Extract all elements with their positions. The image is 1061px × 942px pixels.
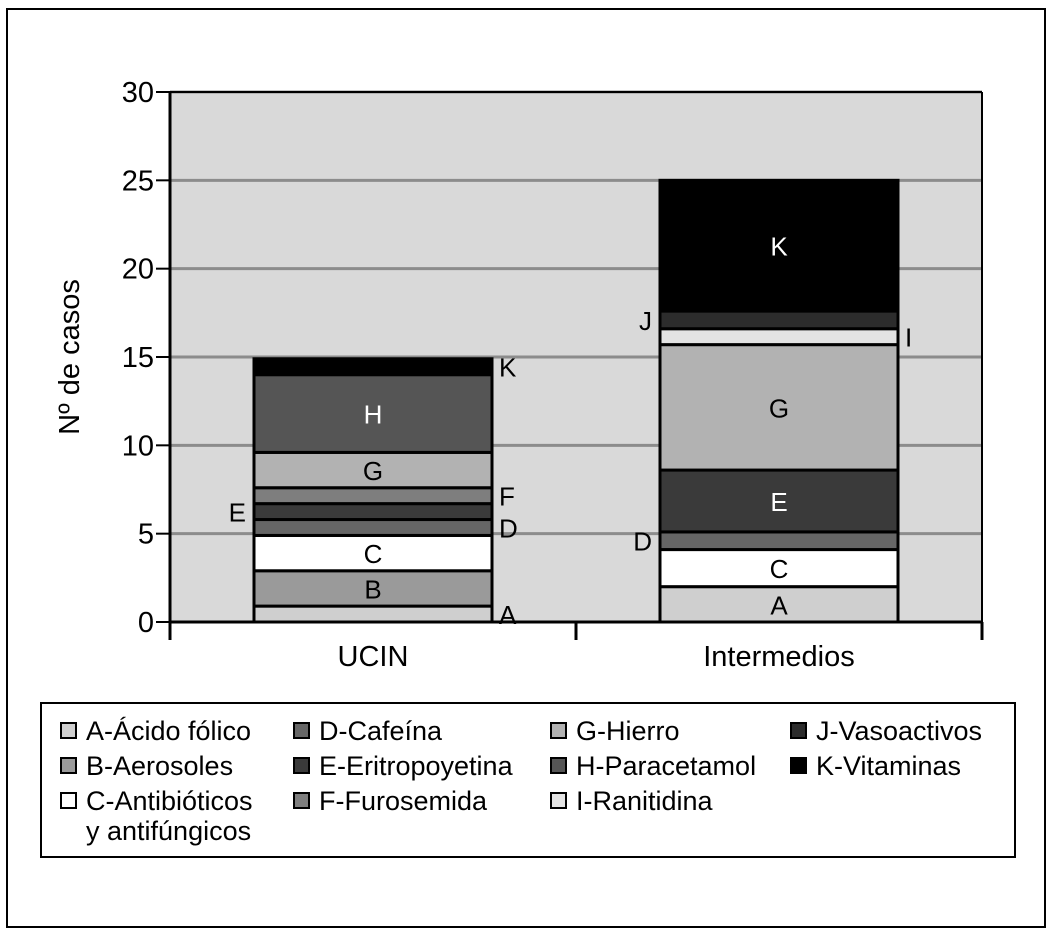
legend-item-a: A-Ácido fólico [60, 716, 251, 746]
data-label-k: K [499, 353, 517, 383]
bar-segment-k [658, 178, 900, 313]
data-label-c: C [364, 539, 383, 569]
legend-swatch-h [550, 757, 567, 774]
legend-label: K-Vitaminas [816, 751, 962, 781]
y-tick-label: 10 [122, 430, 154, 462]
data-label-j: J [639, 306, 652, 336]
legend-item-b: B-Aerosoles [60, 751, 233, 781]
y-tick-label: 20 [122, 254, 154, 286]
bar-segment-d [658, 530, 900, 552]
legend-swatch-f [293, 792, 310, 809]
data-label-d: D [499, 513, 518, 543]
bar-segment-f [252, 486, 494, 506]
legend-swatch-g [550, 722, 567, 739]
data-label-f: F [499, 482, 515, 512]
bar-segment-i [658, 327, 900, 347]
y-tick-label: 0 [138, 607, 154, 639]
bar-segment-d [252, 518, 494, 537]
legend-swatch-d [293, 722, 310, 739]
bar-segment-j [658, 309, 900, 331]
legend-label: J-Vasoactivos [816, 716, 983, 746]
bar-segment-h [252, 373, 494, 454]
legend-swatch-i [550, 792, 567, 809]
data-label-d: D [633, 527, 652, 557]
figure-frame [6, 8, 1046, 928]
chart-legend: A-Ácido fólico D-Cafeína G-Hierro J-Vasoact… [40, 702, 1016, 858]
data-label-g: G [769, 393, 789, 423]
legend-label: F-Furosemida [319, 786, 488, 816]
legend-swatch-b [60, 757, 77, 774]
data-label-e: E [770, 487, 787, 517]
data-label-a: A [770, 590, 788, 620]
legend-swatch-k [790, 757, 807, 774]
legend-swatch-c [60, 792, 77, 809]
y-tick-label: 25 [122, 165, 154, 197]
y-tick-label: 5 [138, 519, 154, 551]
y-tick-label: 15 [122, 342, 154, 374]
data-label-b: B [364, 574, 381, 604]
bar-segment-c [252, 533, 494, 573]
y-axis-title: Nº de casos [54, 279, 86, 435]
bar-segment-k [252, 357, 494, 377]
data-label-c: C [770, 554, 789, 584]
x-tick-label: Intermedios [703, 641, 855, 673]
y-tick-label: 30 [122, 77, 154, 109]
bar-segment-a [252, 604, 494, 624]
x-tick-label: UCIN [338, 641, 409, 673]
legend-item-g: G-Hierro [550, 716, 680, 746]
data-label-e: E [229, 498, 246, 528]
bar-segment-e [252, 502, 494, 522]
legend-item-e: E-Eritropoyetina [293, 751, 513, 781]
data-label-a: A [499, 600, 517, 630]
legend-item-k: K-Vitaminas [790, 751, 961, 781]
legend-item-i: I-Ranitidina [550, 786, 713, 816]
legend-item-j: J-Vasoactivos [790, 716, 982, 746]
legend-swatch-j [790, 722, 807, 739]
legend-item-h: H-Paracetamol [550, 751, 756, 781]
legend-label: H-Paracetamol [576, 751, 757, 781]
legend-label: E-Eritropoyetina [319, 751, 513, 781]
legend-item-c: C-Antibióticos y antifúngicos [60, 786, 253, 846]
data-label-g: G [363, 456, 383, 486]
data-label-k: K [770, 232, 788, 262]
legend-label: G-Hierro [576, 716, 680, 746]
legend-swatch-a [60, 722, 77, 739]
bar-segment-g [252, 450, 494, 490]
legend-swatch-e [293, 757, 310, 774]
legend-label: C-Antibióticos y antifúngicos [86, 786, 253, 846]
legend-item-d: D-Cafeína [293, 716, 442, 746]
legend-label: A-Ácido fólico [86, 716, 252, 746]
legend-label: I-Ranitidina [576, 786, 713, 816]
bar-segment-g [658, 343, 900, 472]
legend-label: B-Aerosoles [86, 751, 234, 781]
data-label-i: I [905, 323, 912, 353]
data-label-h: H [364, 400, 383, 430]
legend-label: D-Cafeína [319, 716, 443, 746]
legend-item-f: F-Furosemida [293, 786, 487, 816]
bar-segment-e [658, 468, 900, 534]
